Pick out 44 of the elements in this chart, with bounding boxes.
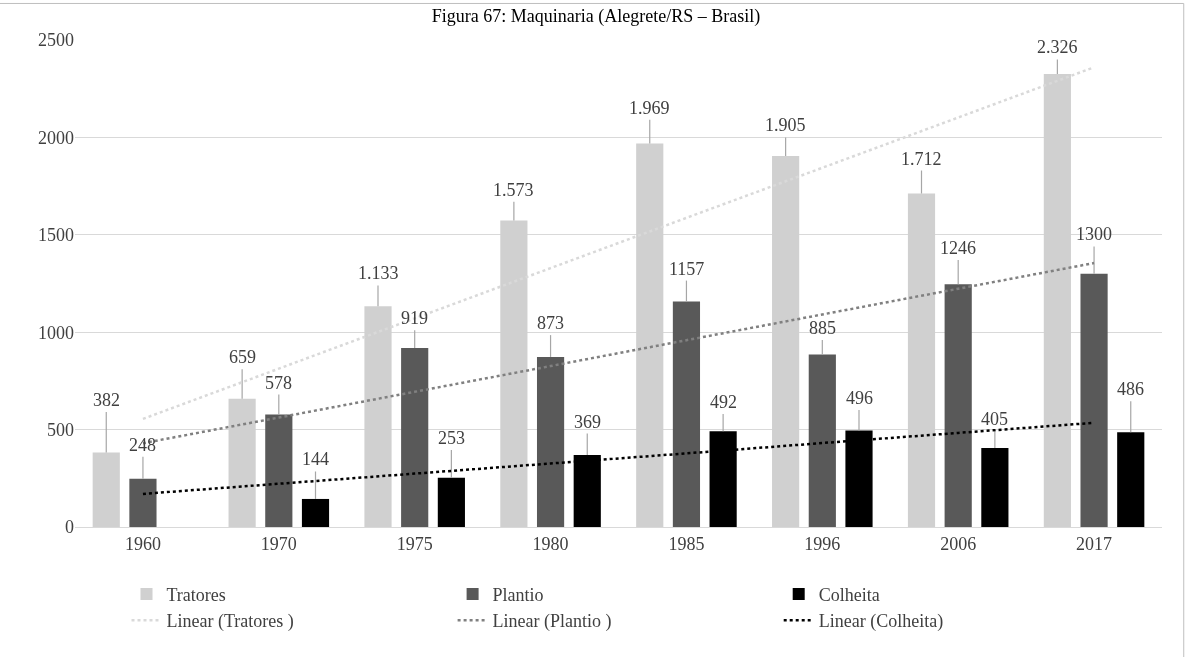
- y-tick-label: 1000: [38, 322, 74, 343]
- legend-label: Linear (Tratores ): [166, 611, 294, 633]
- data-label: 144: [302, 449, 329, 469]
- y-tick-label: 500: [47, 419, 74, 440]
- y-tick-label: 2000: [38, 127, 74, 148]
- x-tick-label: 1996: [804, 533, 841, 554]
- data-label: 382: [93, 390, 120, 410]
- data-label: 659: [229, 347, 256, 367]
- legend-label: Plantio: [492, 584, 544, 605]
- data-label: 1.712: [901, 149, 942, 169]
- data-label: 1.133: [358, 263, 399, 283]
- data-label: 253: [438, 428, 465, 448]
- data-label: 885: [809, 318, 836, 338]
- x-tick-label: 1975: [396, 533, 433, 554]
- x-tick-label: 1960: [124, 533, 161, 554]
- data-label: 873: [537, 313, 564, 333]
- data-label: 1.905: [765, 115, 806, 135]
- data-label: 486: [1117, 379, 1144, 399]
- data-label: 1.573: [493, 180, 534, 200]
- data-label: 248: [129, 435, 156, 455]
- data-label: 578: [265, 373, 292, 393]
- x-tick-label: 2006: [940, 533, 977, 554]
- x-tick-label: 1985: [668, 533, 705, 554]
- data-label: 405: [981, 409, 1008, 429]
- legend-label: Colheita: [818, 584, 880, 605]
- data-label: 492: [710, 392, 737, 412]
- y-tick-label: 2500: [38, 30, 74, 51]
- data-label: 1.969: [629, 98, 670, 118]
- data-label: 1300: [1076, 224, 1112, 244]
- x-tick-label: 2017: [1076, 533, 1113, 554]
- data-label: 369: [574, 412, 601, 432]
- x-tick-label: 1980: [532, 533, 569, 554]
- data-label: 1246: [940, 238, 976, 258]
- y-tick-label: 1500: [38, 225, 74, 246]
- chart-title: Figura 67: Maquinaria (Alegrete/RS – Brasil): [431, 6, 761, 28]
- y-tick-label: 0: [65, 517, 74, 538]
- legend-label: Linear (Plantio ): [492, 611, 612, 633]
- legend-label: Linear (Colheita): [818, 611, 944, 633]
- data-label: 919: [401, 308, 428, 328]
- data-label: 496: [846, 388, 873, 408]
- x-tick-label: 1970: [260, 533, 297, 554]
- data-label: 1157: [669, 259, 705, 279]
- data-label: 2.326: [1037, 37, 1078, 57]
- legend-label: Tratores: [166, 584, 226, 605]
